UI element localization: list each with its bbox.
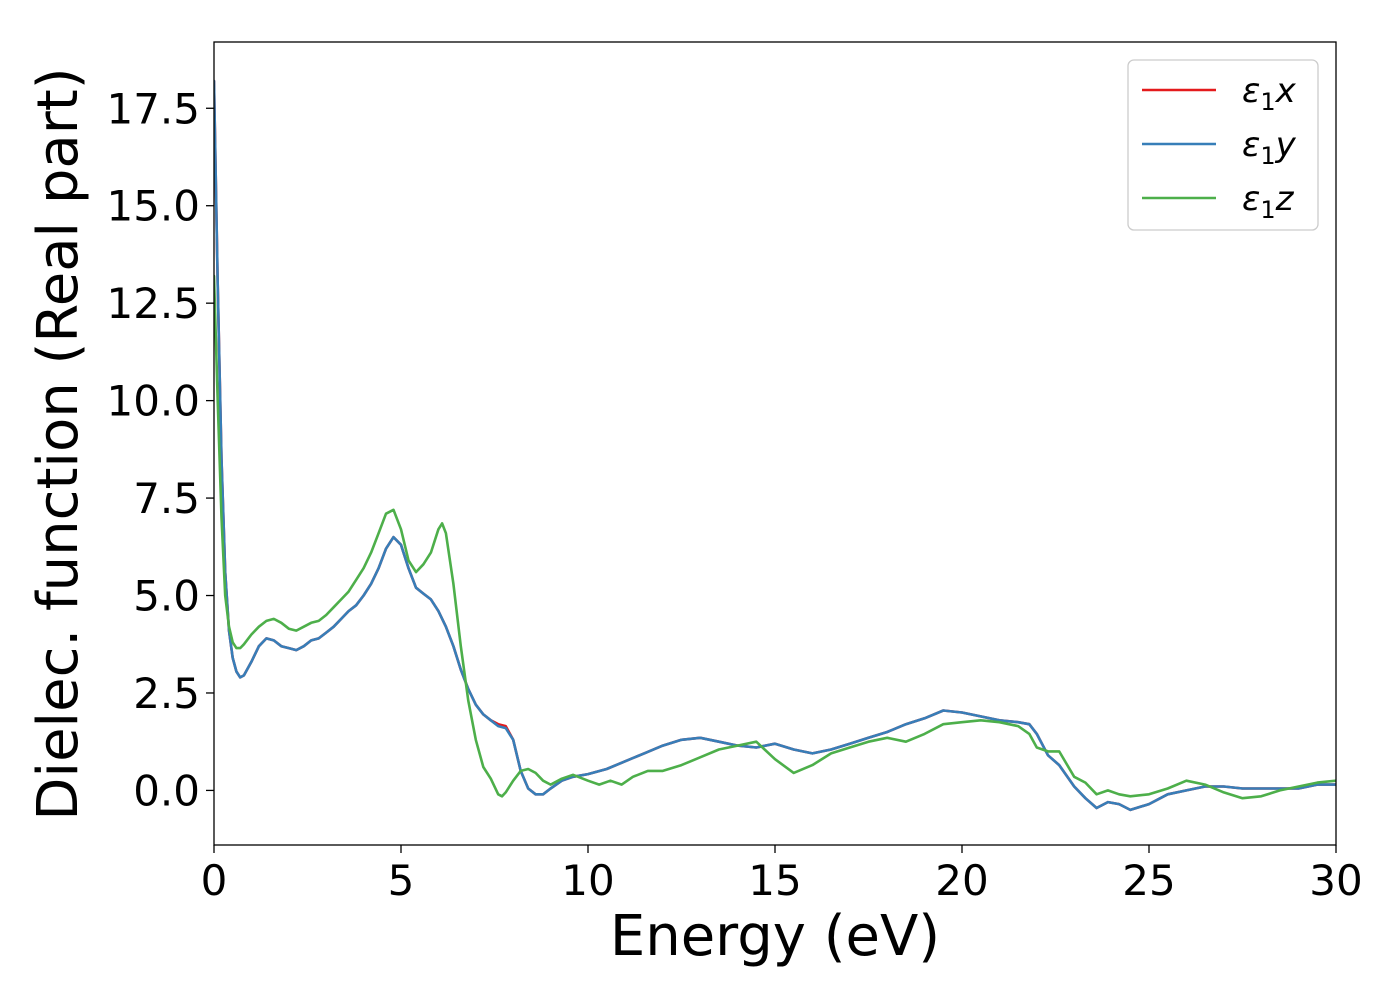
x-tick-label: 15: [748, 856, 801, 905]
y-axis: 0.0 2.5 5.0 7.5 10.0 12.5 15.0 17.5: [106, 84, 214, 815]
y-tick-label: 0.0: [133, 766, 200, 815]
series-line-y: [214, 79, 1336, 812]
y-tick-label: 2.5: [133, 669, 200, 718]
y-tick-label: 17.5: [106, 84, 200, 133]
legend: ε1x ε1y ε1z: [1127, 59, 1319, 231]
x-tick-label: 5: [388, 856, 415, 905]
y-tick-label: 10.0: [106, 377, 200, 426]
y-axis-label: Dielec. function (Real part): [26, 67, 91, 820]
y-tick-label: 12.5: [106, 279, 200, 328]
x-tick-label: 10: [561, 856, 614, 905]
legend-label-z: ε1z: [1242, 179, 1295, 224]
x-axis-label: Energy (eV): [610, 904, 940, 969]
y-tick-label: 7.5: [133, 474, 200, 523]
x-tick-label: 25: [1122, 856, 1175, 905]
series-layer: [214, 79, 1336, 812]
x-tick-label: 20: [935, 856, 988, 905]
legend-frame: [1127, 59, 1319, 231]
legend-label-y: ε1y: [1242, 125, 1297, 170]
series-line-z: [214, 274, 1336, 800]
legend-label-x: ε1x: [1242, 71, 1297, 116]
y-tick-label: 5.0: [133, 572, 200, 621]
x-axis: 0 5 10 15 20 25 30: [201, 845, 1363, 905]
x-tick-label: 0: [201, 856, 228, 905]
x-tick-label: 30: [1309, 856, 1362, 905]
y-tick-label: 15.0: [106, 182, 200, 231]
